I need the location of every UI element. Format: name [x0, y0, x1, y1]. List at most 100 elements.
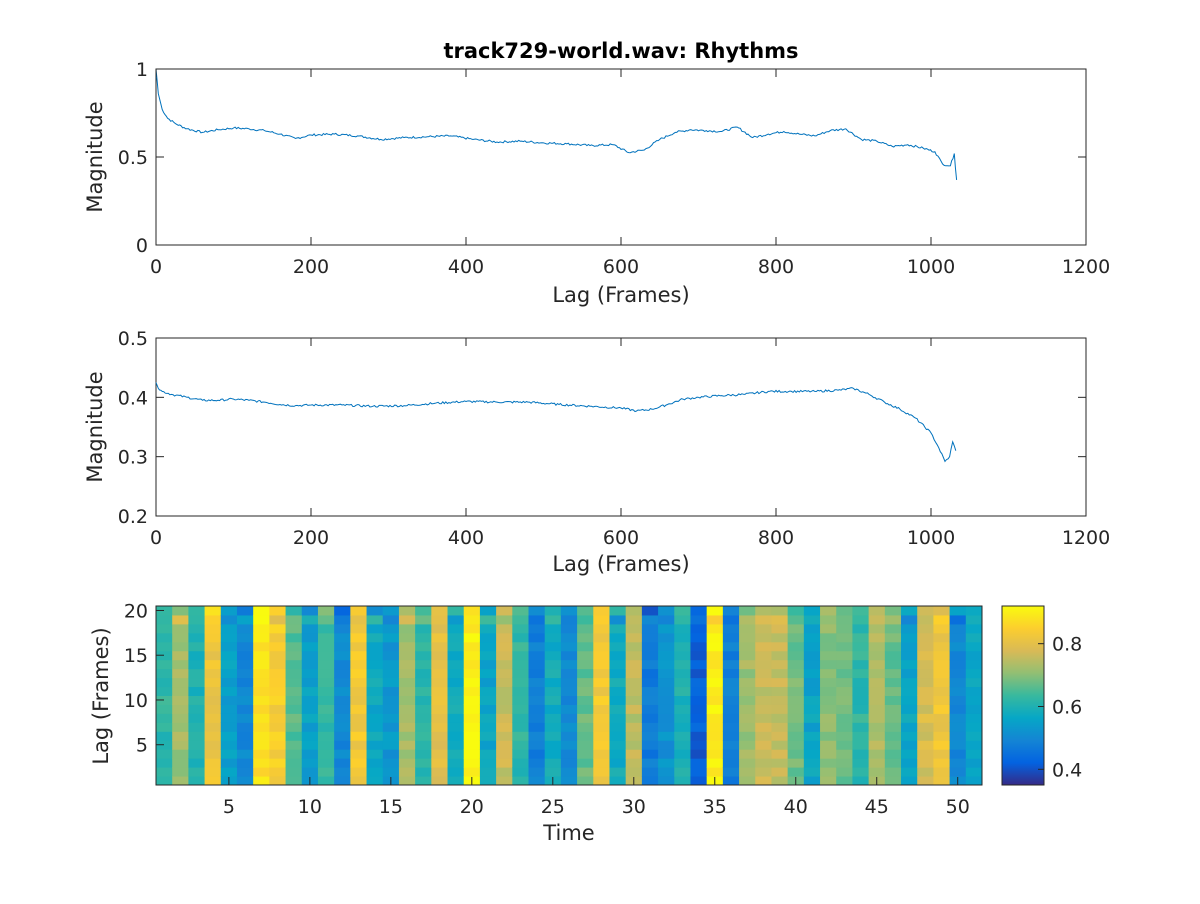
heatmap-cell — [220, 713, 238, 723]
heatmap-cell — [301, 632, 319, 643]
heatmap-cell — [674, 740, 691, 750]
heatmap-cell — [739, 731, 756, 741]
heatmap-cell — [739, 767, 756, 777]
heatmap-cell — [544, 740, 562, 750]
x-tick-label: 1200 — [1062, 527, 1110, 549]
heatmap-cell — [172, 632, 189, 643]
heatmap-cell — [350, 614, 368, 625]
heatmap-cell — [803, 740, 821, 750]
heatmap-cell — [690, 606, 708, 616]
heatmap-cell — [544, 632, 562, 643]
heatmap-cell — [658, 749, 675, 759]
heatmap-cell — [204, 731, 222, 741]
x-tick-label: 20 — [460, 796, 484, 818]
heatmap-cell — [512, 731, 530, 741]
heatmap-cell — [577, 758, 594, 768]
heatmap-cell — [334, 632, 351, 643]
heatmap-cell — [771, 740, 789, 750]
heatmap-cell — [755, 641, 772, 652]
heatmap-cell — [820, 606, 837, 616]
heatmap-cell — [658, 623, 675, 634]
heatmap-cell — [366, 650, 384, 661]
heatmap-cell — [236, 606, 254, 616]
heatmap-cell — [658, 686, 675, 696]
heatmap-cell — [253, 623, 270, 634]
heatmap-cell — [496, 704, 513, 714]
heatmap-cell — [690, 686, 708, 696]
heatmap-cell — [334, 623, 351, 634]
heatmap-cell — [706, 731, 724, 741]
heatmap-cell — [560, 749, 578, 759]
heatmap-cell — [366, 749, 384, 759]
heatmap-cell — [156, 686, 173, 696]
heatmap-cell — [690, 740, 708, 750]
heatmap-cell — [722, 650, 740, 661]
heatmap-cell — [415, 686, 432, 696]
heatmap-cell — [172, 704, 189, 714]
heatmap-cell — [156, 713, 173, 723]
heatmap-cell — [156, 722, 173, 732]
heatmap-cell — [528, 704, 546, 714]
heatmap-cell — [463, 767, 481, 777]
heatmap-cell — [285, 740, 303, 750]
heatmap-cell — [415, 659, 432, 670]
heatmap-cell — [463, 650, 481, 661]
heatmap-cell — [253, 695, 270, 705]
heatmap-cell — [771, 686, 789, 696]
heatmap-cell — [901, 668, 918, 679]
heatmap-cell — [479, 650, 497, 661]
heatmap-cell — [674, 704, 691, 714]
heatmap-cell — [220, 695, 238, 705]
colorbar-tick-label: 0.8 — [1052, 634, 1082, 656]
heatmap-cell — [852, 695, 870, 705]
heatmap-cell — [949, 731, 967, 741]
heatmap-cell — [415, 606, 432, 616]
heatmap-cell — [722, 695, 740, 705]
x-tick-label: 200 — [293, 256, 329, 278]
heatmap-cell — [625, 713, 643, 723]
heatmap-cell — [431, 668, 449, 679]
heatmap-cell — [690, 704, 708, 714]
heatmap-cell — [431, 659, 449, 670]
heatmap-cell — [220, 614, 238, 625]
heatmap-cell — [447, 614, 465, 625]
heatmap-cell — [868, 767, 886, 777]
heatmap-cell — [528, 740, 546, 750]
heatmap-cell — [269, 740, 287, 750]
heatmap-cell — [722, 606, 740, 616]
heatmap-cell — [463, 668, 481, 679]
heatmap-cell — [965, 641, 983, 652]
y-axis-label-top: Magnitude — [83, 101, 107, 212]
heatmap-cell — [366, 614, 384, 625]
heatmap-cell — [334, 767, 351, 777]
heatmap-cell — [528, 695, 546, 705]
heatmap-cell — [544, 641, 562, 652]
heatmap-cell — [820, 659, 837, 670]
heatmap-cell — [965, 668, 983, 679]
heatmap-cell — [366, 632, 384, 643]
heatmap-cell — [836, 731, 853, 741]
heatmap-cell — [204, 614, 222, 625]
heatmap-cell — [431, 758, 449, 768]
y-tick-label: 0.5 — [118, 328, 148, 350]
heatmap-cell — [366, 677, 384, 688]
heatmap-cell — [771, 722, 789, 732]
heatmap-cell — [172, 668, 189, 679]
heatmap-cell — [739, 749, 756, 759]
x-tick-label: 400 — [448, 527, 484, 549]
heatmap-cell — [933, 740, 951, 750]
heatmap-cell — [836, 606, 853, 616]
heatmap-cell — [496, 650, 513, 661]
heatmap-cell — [463, 713, 481, 723]
heatmap-cell — [690, 776, 708, 786]
heatmap-cell — [965, 704, 983, 714]
x-tick-label: 600 — [603, 256, 639, 278]
heatmap-cell — [641, 722, 659, 732]
heatmap-cell — [771, 623, 789, 634]
heatmap-cell — [204, 722, 222, 732]
heatmap-cell — [609, 776, 627, 786]
heatmap-cell — [253, 776, 270, 786]
heatmap-cell — [431, 632, 449, 643]
heatmap-cell — [755, 650, 772, 661]
